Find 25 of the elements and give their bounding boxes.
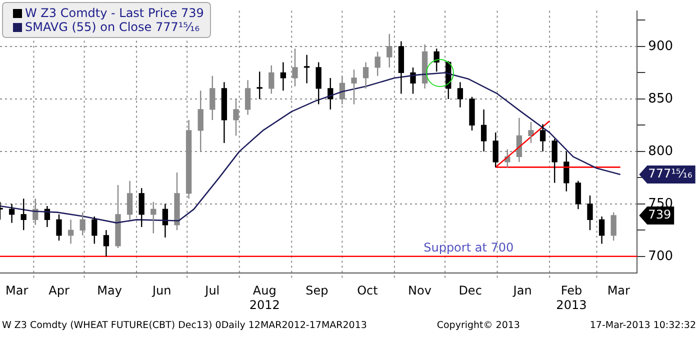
text: W Z3 Comdty (WHEAT FUTURE(CBT) Dec13) 0Daily 12MAR2012-17MAR2013 xyxy=(2,320,367,331)
x-tick-label: Nov xyxy=(408,284,432,298)
x-tick-label: Jan xyxy=(512,284,532,298)
x-tick-label: Oct xyxy=(357,284,378,298)
x-tick-label: Sep xyxy=(306,284,328,298)
ref-line-label: Support at 700 xyxy=(424,240,514,255)
x-tick-label: Apr xyxy=(48,284,70,298)
x-tick-label: May xyxy=(97,284,122,298)
y-tick-label: 900 xyxy=(648,38,674,54)
y-tick-label: 800 xyxy=(648,144,674,159)
y-tick-label: 850 xyxy=(648,91,674,106)
x-tick-label: Mar xyxy=(607,284,630,298)
legend-label: W Z3 Comdty - Last Price 739 xyxy=(25,6,204,20)
x-tick-label: Jun xyxy=(151,284,172,298)
text: 17-Mar-2013 10:32:32 xyxy=(590,320,696,331)
text: 739 xyxy=(648,208,672,222)
legend-label: SMAVG (55) on Close 777¹⁵⁄₁₆ xyxy=(25,20,200,34)
x-tick-label: Mar xyxy=(6,284,28,298)
x-tick-label: Aug 2012 xyxy=(249,284,280,312)
x-tick-label: Jul xyxy=(204,284,220,298)
text: 777¹⁵⁄₁₆ xyxy=(648,166,693,181)
y-tick-label: 700 xyxy=(648,248,674,264)
x-tick-label: Dec xyxy=(458,284,482,298)
x-tick-label: Feb 2013 xyxy=(556,284,587,312)
text: Copyright© 2013 xyxy=(436,320,520,331)
